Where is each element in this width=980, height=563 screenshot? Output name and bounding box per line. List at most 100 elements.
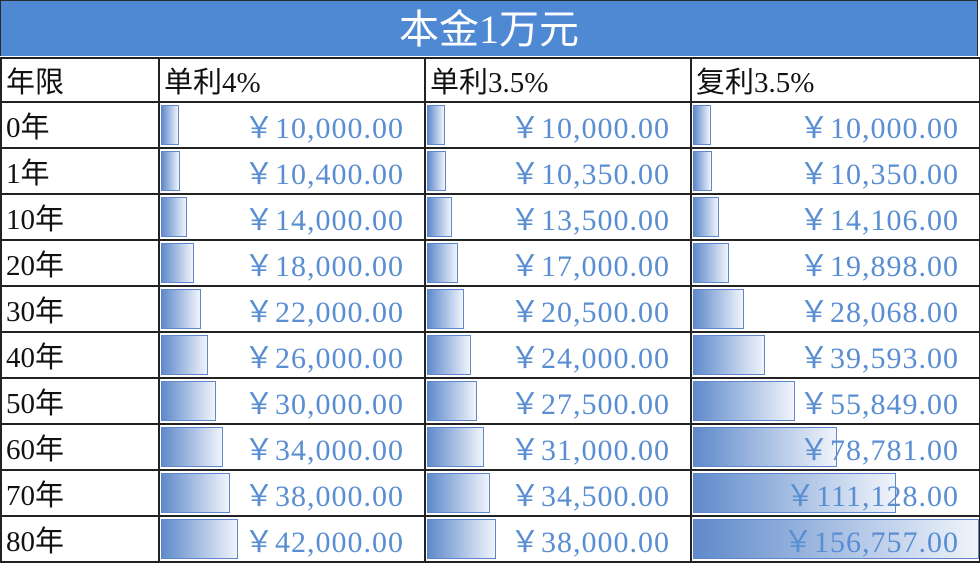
table-row: 40年 ￥26,000.00 ￥24,000.00 ￥39,593.00 [0, 331, 980, 379]
header-compound-3-5[interactable]: 复利3.5% [690, 57, 980, 103]
value-text: ￥30,000.00 [244, 388, 404, 421]
data-bar [161, 197, 187, 237]
value-text: ￥10,350.00 [510, 158, 670, 191]
value-text: ￥78,781.00 [799, 434, 959, 467]
value-text: ￥34,500.00 [510, 480, 670, 513]
data-bar [161, 151, 180, 191]
value-cell[interactable]: ￥39,593.00 [690, 331, 980, 379]
data-bar [427, 289, 464, 329]
value-cell[interactable]: ￥10,350.00 [690, 147, 980, 195]
data-bar [161, 427, 223, 467]
data-bar [693, 197, 719, 237]
value-text: ￥24,000.00 [510, 342, 670, 375]
year-cell[interactable]: 20年 [0, 239, 160, 287]
value-cell[interactable]: ￥13,500.00 [424, 193, 692, 241]
table-row: 10年 ￥14,000.00 ￥13,500.00 ￥14,106.00 [0, 193, 980, 241]
value-cell[interactable]: ￥10,000.00 [424, 101, 692, 149]
data-bar [161, 243, 194, 283]
value-text: ￥39,593.00 [799, 342, 959, 375]
data-bar [161, 105, 179, 145]
data-bar [693, 289, 744, 329]
data-bar [427, 197, 452, 237]
value-cell[interactable]: ￥111,128.00 [690, 469, 980, 517]
value-cell[interactable]: ￥14,106.00 [690, 193, 980, 241]
value-cell[interactable]: ￥10,000.00 [158, 101, 426, 149]
value-text: ￥13,500.00 [510, 204, 670, 237]
value-text: ￥18,000.00 [244, 250, 404, 283]
data-bar [693, 243, 729, 283]
data-bar [693, 151, 712, 191]
year-cell[interactable]: 70年 [0, 469, 160, 517]
value-cell[interactable]: ￥55,849.00 [690, 377, 980, 425]
value-cell[interactable]: ￥22,000.00 [158, 285, 426, 333]
value-text: ￥28,068.00 [799, 296, 959, 329]
value-text: ￥156,757.00 [783, 526, 959, 559]
value-cell[interactable]: ￥27,500.00 [424, 377, 692, 425]
value-text: ￥10,000.00 [510, 112, 670, 145]
value-cell[interactable]: ￥28,068.00 [690, 285, 980, 333]
table-row: 20年 ￥18,000.00 ￥17,000.00 ￥19,898.00 [0, 239, 980, 287]
value-cell[interactable]: ￥24,000.00 [424, 331, 692, 379]
year-cell[interactable]: 1年 [0, 147, 160, 195]
value-cell[interactable]: ￥19,898.00 [690, 239, 980, 287]
value-text: ￥27,500.00 [510, 388, 670, 421]
data-bar [161, 473, 230, 513]
value-text: ￥10,000.00 [244, 112, 404, 145]
value-cell[interactable]: ￥38,000.00 [158, 469, 426, 517]
data-bar [693, 105, 711, 145]
value-text: ￥31,000.00 [510, 434, 670, 467]
value-cell[interactable]: ￥26,000.00 [158, 331, 426, 379]
data-bar [693, 427, 837, 467]
table-row: 1年 ￥10,400.00 ￥10,350.00 ￥10,350.00 [0, 147, 980, 195]
data-bar [427, 335, 471, 375]
value-text: ￥20,500.00 [510, 296, 670, 329]
interest-table: 年限 单利4% 单利3.5% 复利3.5% 0年 ￥10,000.00 ￥10,00… [0, 57, 980, 563]
table-title: 本金1万元 [0, 0, 978, 56]
value-cell[interactable]: ￥34,000.00 [158, 423, 426, 471]
value-text: ￥34,000.00 [244, 434, 404, 467]
value-text: ￥26,000.00 [244, 342, 404, 375]
data-bar [427, 105, 445, 145]
value-cell[interactable]: ￥17,000.00 [424, 239, 692, 287]
data-bar [427, 151, 446, 191]
header-row: 年限 单利4% 单利3.5% 复利3.5% [0, 57, 980, 103]
value-text: ￥22,000.00 [244, 296, 404, 329]
value-cell[interactable]: ￥34,500.00 [424, 469, 692, 517]
value-text: ￥38,000.00 [244, 480, 404, 513]
data-bar [161, 335, 208, 375]
data-bar [161, 289, 201, 329]
data-bar [427, 243, 458, 283]
year-cell[interactable]: 80年 [0, 515, 160, 563]
year-cell[interactable]: 60年 [0, 423, 160, 471]
value-cell[interactable]: ￥30,000.00 [158, 377, 426, 425]
header-year[interactable]: 年限 [0, 57, 160, 103]
data-bar [427, 473, 490, 513]
value-cell[interactable]: ￥38,000.00 [424, 515, 692, 563]
value-cell[interactable]: ￥20,500.00 [424, 285, 692, 333]
value-cell[interactable]: ￥10,400.00 [158, 147, 426, 195]
data-bar [161, 519, 238, 559]
value-cell[interactable]: ￥14,000.00 [158, 193, 426, 241]
year-cell[interactable]: 10年 [0, 193, 160, 241]
value-cell[interactable]: ￥10,000.00 [690, 101, 980, 149]
header-simple-4[interactable]: 单利4% [158, 57, 426, 103]
year-cell[interactable]: 0年 [0, 101, 160, 149]
header-simple-3-5[interactable]: 单利3.5% [424, 57, 692, 103]
value-cell[interactable]: ￥78,781.00 [690, 423, 980, 471]
value-cell[interactable]: ￥31,000.00 [424, 423, 692, 471]
table-row: 0年 ￥10,000.00 ￥10,000.00 ￥10,000.00 [0, 101, 980, 149]
data-bar [693, 381, 795, 421]
value-cell[interactable]: ￥156,757.00 [690, 515, 980, 563]
year-cell[interactable]: 50年 [0, 377, 160, 425]
value-text: ￥10,400.00 [244, 158, 404, 191]
value-cell[interactable]: ￥10,350.00 [424, 147, 692, 195]
value-text: ￥14,106.00 [799, 204, 959, 237]
data-bar [427, 519, 496, 559]
year-cell[interactable]: 30年 [0, 285, 160, 333]
value-text: ￥55,849.00 [799, 388, 959, 421]
value-cell[interactable]: ￥42,000.00 [158, 515, 426, 563]
data-bar [693, 335, 765, 375]
value-cell[interactable]: ￥18,000.00 [158, 239, 426, 287]
table-row: 70年 ￥38,000.00 ￥34,500.00 ￥111,128.00 [0, 469, 980, 517]
year-cell[interactable]: 40年 [0, 331, 160, 379]
